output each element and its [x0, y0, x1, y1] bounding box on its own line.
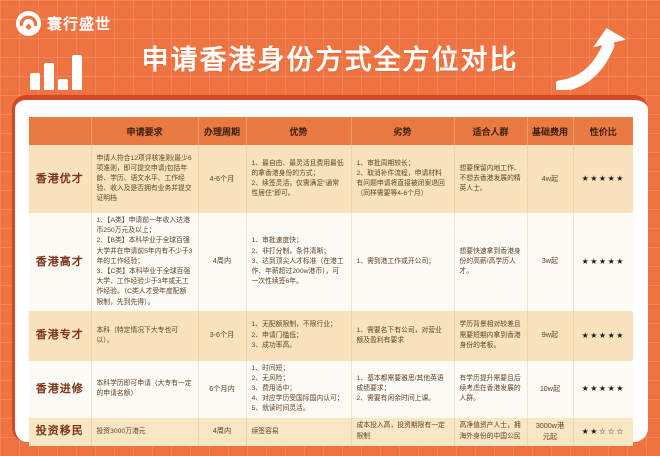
column-header-cost: 基础费用	[527, 117, 574, 145]
cell-cost: 10w起	[527, 360, 574, 418]
cell-requirements: 1、【A类】申请前一年收入达港币250万元及以上； 2、【B类】本科毕业于全球百…	[91, 213, 199, 311]
column-header-requirements: 申请要求	[91, 117, 199, 145]
table-row-hk-professional: 香港专才 本科（特定情况下大专也可以）。 3-6个月 1、无配额限制，不限行业；…	[29, 310, 633, 361]
cell-rating-stars: ★★★★★	[573, 213, 633, 311]
column-header-advantages: 优势	[246, 117, 352, 145]
cell-suitable: 想要快速拿到香港身份的高薪/高学历人才。	[454, 213, 528, 311]
comparison-table: 申请要求 办理周期 优势 劣势 适合人群 基础费用 性价比 香港优才 申请人符合…	[29, 117, 633, 446]
cell-suitable: 想要保留内地工作、不想去香港发展的精英人士。	[454, 145, 528, 213]
bar-chart-icon	[30, 52, 88, 90]
column-header-blank	[29, 117, 92, 145]
cell-cost: 3w起	[527, 213, 574, 311]
cell-advantages: 续签容易	[246, 417, 352, 446]
row-label: 香港优才	[29, 145, 92, 213]
row-label: 香港高才	[29, 213, 92, 311]
comparison-card: 申请要求 办理周期 优势 劣势 适合人群 基础费用 性价比 香港优才 申请人符合…	[12, 95, 648, 446]
cell-period: 4-6个月	[198, 145, 247, 213]
cell-rating-stars: ★★★★★	[573, 310, 633, 361]
column-header-rating: 性价比	[573, 117, 633, 145]
cell-requirements: 投资3000万港元	[91, 417, 199, 446]
brand-name: 寰行盛世	[47, 16, 112, 33]
cell-rating-stars: ★★★★★	[573, 145, 633, 213]
table-row-investment-migration: 投资移民 投资3000万港元 4周内 续签容易 成本投入高，投资期限有一定限制 …	[29, 417, 633, 446]
cell-disadvantages: 1、审批周期较长； 2、取消补件流程，申请材料有问题申请将直接被闭案退回（同样需…	[351, 145, 455, 213]
column-header-disadvantages: 劣势	[351, 117, 455, 145]
table-row-hk-top-talent: 香港高才 1、【A类】申请前一年收入达港币250万元及以上； 2、【B类】本科毕…	[29, 213, 633, 311]
row-label: 香港进修	[29, 360, 92, 418]
cell-rating-stars: ★★☆☆☆	[573, 417, 633, 446]
cell-advantages: 1、无配额限制，不限行业； 2、申请门槛低； 3、成功率高。	[246, 310, 352, 361]
up-trend-arrow-icon	[556, 27, 627, 90]
cell-period: 4周内	[198, 213, 247, 311]
cell-period: 4周内	[198, 417, 247, 446]
row-label: 香港专才	[29, 310, 92, 361]
cell-cost: 4w起	[527, 145, 574, 213]
cell-period: 6个月内	[198, 360, 247, 418]
cell-cost: 9w起	[527, 310, 574, 361]
table-header-row: 申请要求 办理周期 优势 劣势 适合人群 基础费用 性价比	[29, 117, 633, 145]
brand: 寰行盛世	[16, 11, 111, 36]
cell-requirements: 本科学历即可申请（大专有一定的申请名额）	[91, 360, 199, 418]
cell-disadvantages: 1、需要名下有公司，对营业额及盈利有要求	[351, 310, 455, 361]
cell-advantages: 1、时间短； 2、无风险； 3、费用适中； 4、对应学历受国际国内认可； 5、就…	[246, 360, 352, 418]
brand-logo-icon	[16, 11, 41, 36]
cell-requirements: 本科（特定情况下大专也可以）。	[91, 310, 199, 361]
cell-suitable: 有学历提升需要且后续考虑在香港发展的人群。	[454, 360, 528, 418]
cell-disadvantages: 1、需到港工作或开公司；	[351, 213, 455, 311]
cell-suitable: 高净值资产人士，拥海外身份的中国公民	[454, 417, 528, 446]
cell-rating-stars: ★★★★★	[573, 360, 633, 418]
page-header: 寰行盛世 申请香港身份方式全方位对比	[0, 0, 660, 96]
cell-disadvantages: 成本投入高，投资期限有一定限制	[351, 417, 455, 446]
row-label: 投资移民	[29, 417, 92, 446]
page-title: 申请香港身份方式全方位对比	[141, 45, 519, 75]
column-header-suitable: 适合人群	[454, 117, 528, 145]
cell-period: 3-6个月	[198, 310, 247, 361]
cell-requirements: 申请人符合12项评核准则(最少6项准则，即可提交申请)包括年龄、学历、语文水平、…	[91, 145, 199, 213]
cell-advantages: 1、最自由、最灵活且费用最低的拿香港身份的方式； 2、续签灵活，仅需满足“通常性…	[246, 145, 352, 213]
column-header-period: 办理周期	[198, 117, 247, 145]
cell-cost: 3000w港元起	[527, 417, 574, 446]
table-row-hk-study: 香港进修 本科学历即可申请（大专有一定的申请名额） 6个月内 1、时间短； 2、…	[29, 360, 633, 418]
cell-disadvantages: 1、基本都需要雅思/其他英语成绩要求； 2、需要有闲余时间上课。	[351, 360, 455, 418]
cell-advantages: 1、审批速度快； 2、非打分制，条件清晰； 3、达到顶尖人才标准（在港工作、年薪…	[246, 213, 352, 311]
table-row-hk-excellent-talent: 香港优才 申请人符合12项评核准则(最少6项准则，即可提交申请)包括年龄、学历、…	[29, 145, 633, 213]
cell-suitable: 学历背景相对较差且需要短期内拿到香港身份的老板。	[454, 310, 528, 361]
